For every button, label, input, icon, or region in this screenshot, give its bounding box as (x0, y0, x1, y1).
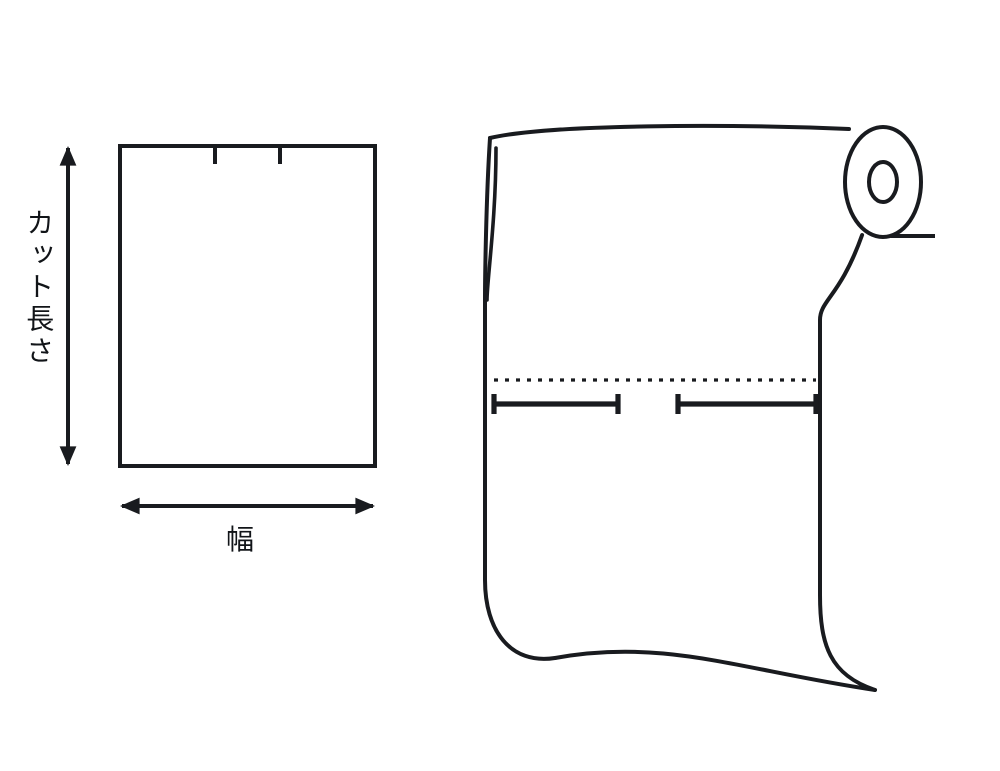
height-label: カット長さ (22, 208, 54, 368)
diagram-svg (0, 0, 1000, 771)
width-label: 幅 (226, 524, 254, 556)
diagram-canvas: カット長さ 幅 (0, 0, 1000, 771)
